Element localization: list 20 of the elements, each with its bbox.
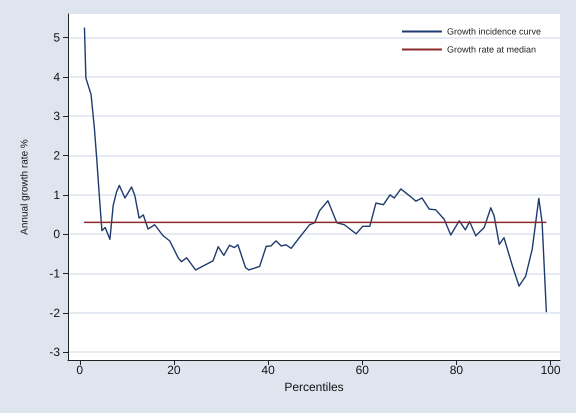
legend-label: Growth incidence curve bbox=[446, 26, 542, 36]
y-tick-label: -2 bbox=[49, 306, 60, 320]
y-tick-label: 5 bbox=[53, 30, 60, 45]
x-axis-title: Percentiles bbox=[284, 380, 344, 394]
y-tick-label: 4 bbox=[53, 70, 60, 84]
x-tick-label: 0 bbox=[76, 363, 84, 377]
legend-label: Growth rate at median bbox=[446, 44, 536, 54]
y-axis-title: Annual growth rate % bbox=[20, 139, 30, 235]
y-tick-label: 3 bbox=[53, 109, 60, 124]
x-tick-label: 40 bbox=[261, 363, 276, 377]
y-tick-label: -1 bbox=[49, 266, 60, 280]
y-tick-label: -3 bbox=[49, 345, 60, 360]
y-tick-label: 1 bbox=[53, 188, 60, 202]
x-tick-label: 20 bbox=[167, 363, 181, 377]
y-tick-label: 2 bbox=[53, 148, 60, 163]
x-tick-label: 100 bbox=[540, 363, 561, 377]
x-tick-label: 60 bbox=[356, 363, 370, 377]
x-tick-label: 80 bbox=[450, 363, 464, 377]
y-tick-label: 0 bbox=[53, 227, 60, 242]
line-series bbox=[84, 27, 548, 312]
